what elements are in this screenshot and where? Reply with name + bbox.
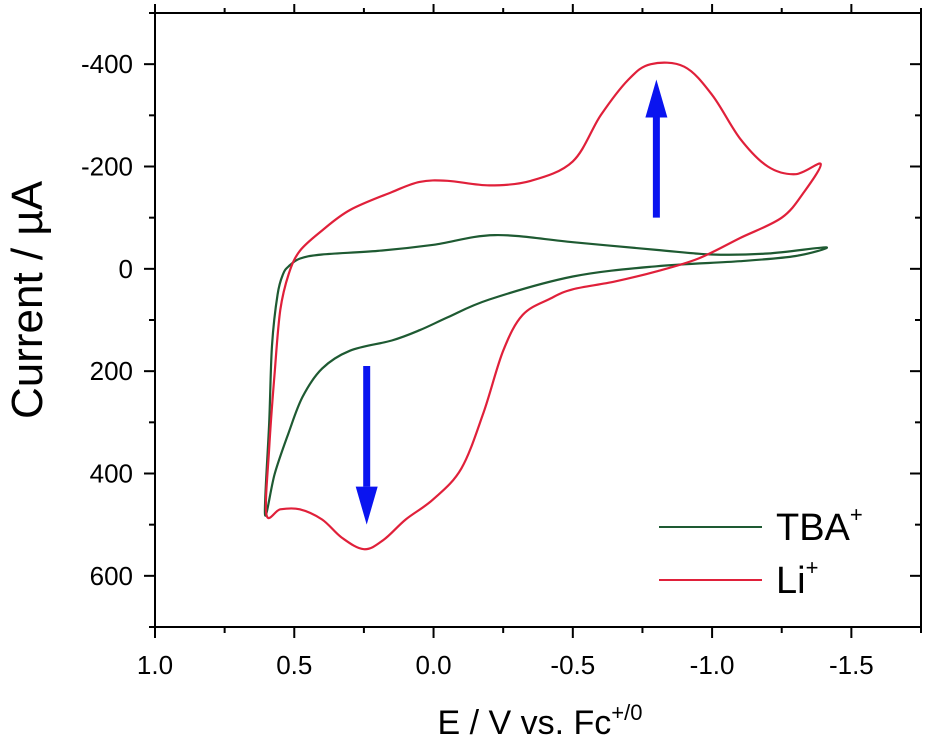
y-axis-title: Current / µA: [3, 180, 52, 419]
arrow-head: [355, 486, 378, 525]
series-li-curve: [264, 61, 822, 551]
x-tick-label: -1.5: [829, 650, 874, 680]
x-tick-label: 0.5: [276, 650, 312, 680]
arrow-head: [645, 79, 668, 118]
series-tba-curve: [263, 233, 828, 517]
y-tick-label: 400: [90, 459, 133, 489]
y-tick-label: 0: [119, 254, 133, 284]
legend-label-li: Li+: [776, 555, 818, 602]
y-tick-label: 600: [90, 561, 133, 591]
x-tick-label: -0.5: [550, 650, 595, 680]
legend-label-tba: TBA+: [776, 502, 863, 549]
y-tick-label: 200: [90, 356, 133, 386]
x-axis-title: E / V vs. Fc+/0: [437, 700, 642, 742]
x-tick-label: 0.0: [415, 650, 451, 680]
y-tick-label: -400: [81, 49, 133, 79]
x-tick-label: 1.0: [137, 650, 173, 680]
arrow-down-annotation: [355, 366, 378, 525]
x-tick-label: -1.0: [690, 650, 735, 680]
arrow-up-annotation: [645, 79, 668, 218]
legend: TBA+ Li+: [659, 502, 863, 602]
y-tick-label: -200: [81, 152, 133, 182]
